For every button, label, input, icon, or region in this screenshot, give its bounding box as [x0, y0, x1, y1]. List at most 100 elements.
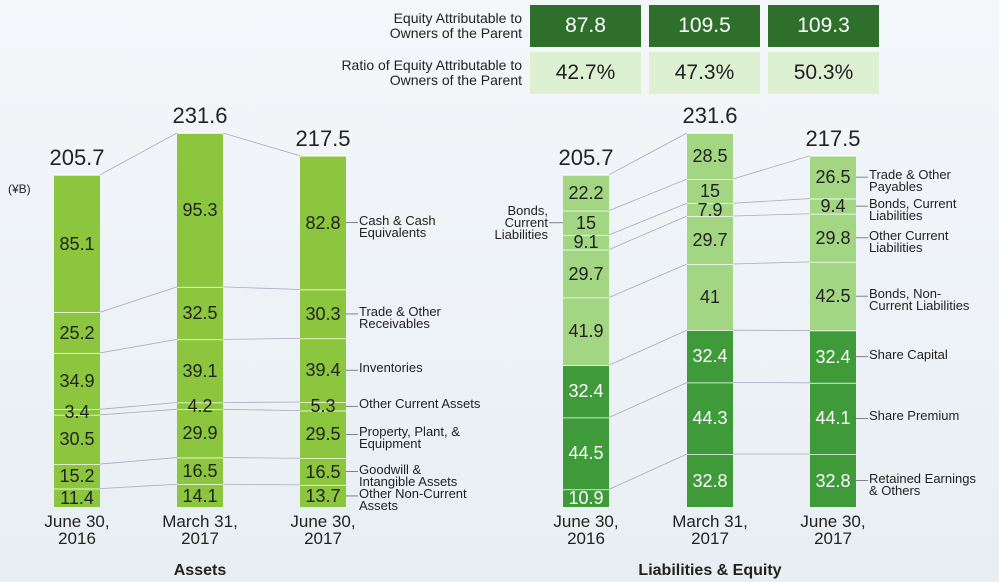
value-label: 16.5	[182, 460, 218, 481]
series-label: Other Current Liabilities	[869, 227, 949, 255]
bar-segment	[810, 454, 856, 507]
table-cell: 87.8	[530, 5, 641, 47]
value-label: 42.5	[815, 286, 851, 307]
series-label: Cash & Cash Equivalents	[359, 212, 436, 240]
bar-segment	[810, 198, 856, 214]
connector	[99, 286, 178, 313]
series-label: Trade & Other Payables	[869, 167, 951, 195]
bar-segment	[687, 133, 733, 180]
bar-segment	[687, 203, 733, 217]
connector	[732, 155, 811, 180]
value-label: 85.1	[59, 233, 95, 254]
connector	[608, 178, 688, 212]
series-label: Bonds, Current Liabilities	[494, 202, 548, 242]
series-label: Share Premium	[869, 408, 960, 424]
connector	[222, 483, 301, 486]
value-label: 22.2	[568, 182, 604, 203]
value-label: 15	[699, 181, 721, 202]
connector	[732, 213, 811, 217]
value-label: 95.3	[182, 199, 218, 220]
bar-segment	[810, 213, 856, 262]
connector	[222, 457, 301, 459]
value-label: 7.9	[697, 199, 723, 220]
value-label: 9.4	[820, 196, 846, 217]
bar-segment	[687, 382, 733, 455]
total-label: 217.5	[805, 125, 861, 151]
bar-segment	[810, 155, 856, 199]
x-tick-label: March 31, 2017	[162, 512, 238, 548]
series-label: Other Current Assets	[359, 396, 481, 412]
bar-segment	[54, 409, 100, 415]
table-cell: 109.5	[649, 5, 760, 47]
value-label: 32.4	[568, 381, 604, 402]
bar-segment	[300, 289, 346, 339]
value-label: 32.5	[182, 303, 218, 324]
table-row-label: Ratio of Equity Attributable to Owners o…	[341, 57, 522, 88]
total-label: 205.7	[558, 144, 614, 170]
series-label: Inventories	[359, 360, 423, 376]
bar-segment	[687, 330, 733, 383]
bar-segment	[563, 174, 609, 211]
bar-segment	[687, 216, 733, 264]
x-tick-label: June 30, 2017	[800, 512, 866, 548]
bar-segment	[177, 484, 223, 507]
value-label: 13.7	[305, 485, 341, 506]
connector	[608, 453, 688, 490]
bar-segment	[687, 179, 733, 204]
value-label: 29.7	[568, 263, 604, 284]
series-label: Bonds, Current Liabilities	[869, 196, 957, 224]
bar-segment	[177, 339, 223, 403]
bar-segment	[300, 458, 346, 485]
connector	[608, 132, 688, 176]
value-label: 29.5	[305, 424, 341, 445]
bar-segment	[300, 484, 346, 507]
bar-segment	[177, 133, 223, 287]
value-label: 30.3	[305, 303, 341, 324]
connector	[222, 286, 301, 290]
value-label: 44.5	[568, 443, 604, 464]
value-label: 82.8	[305, 212, 341, 233]
connector	[99, 483, 178, 489]
connector	[608, 263, 688, 298]
series-label: Goodwill & Intangible Assets	[359, 461, 458, 489]
bar-segment	[300, 402, 346, 411]
value-label: 15	[575, 212, 597, 233]
bar-segment	[563, 489, 609, 507]
value-label: 34.9	[59, 371, 95, 392]
series-label: Bonds, Non- Current Liabilities	[869, 286, 970, 314]
value-label: 32.4	[815, 346, 851, 367]
value-label: 32.8	[692, 470, 728, 491]
bar-segment	[810, 330, 856, 383]
connector	[222, 408, 301, 411]
connector	[99, 338, 178, 354]
bar-segment	[54, 464, 100, 489]
value-label: 29.8	[815, 227, 851, 248]
value-label: 25.2	[59, 322, 95, 343]
value-label: 32.4	[692, 346, 728, 367]
value-label: 5.3	[310, 396, 336, 417]
value-label: 41	[699, 287, 721, 308]
bar-segment	[810, 261, 856, 331]
connector	[732, 198, 811, 204]
value-label: 41.9	[568, 321, 604, 342]
x-tick-label: June 30, 2016	[553, 512, 619, 548]
table-cell: 47.3%	[649, 52, 760, 94]
value-label: 15.2	[59, 466, 95, 487]
bar-segment	[563, 210, 609, 235]
chart-title: Liabilities & Equity	[638, 562, 782, 579]
bar-segment	[563, 365, 609, 418]
value-label: 16.5	[305, 461, 341, 482]
series-label: Property, Plant, & Equipment	[359, 424, 460, 452]
value-label: 10.9	[568, 488, 604, 509]
value-label: 9.1	[573, 232, 599, 253]
connector	[608, 215, 688, 250]
bar-segment	[563, 417, 609, 490]
bar-segment	[300, 338, 346, 403]
connector	[99, 132, 178, 176]
connector	[608, 202, 688, 236]
connector	[222, 132, 301, 157]
bar-segment	[177, 457, 223, 485]
series-label: Trade & Other Receivables	[359, 303, 441, 331]
